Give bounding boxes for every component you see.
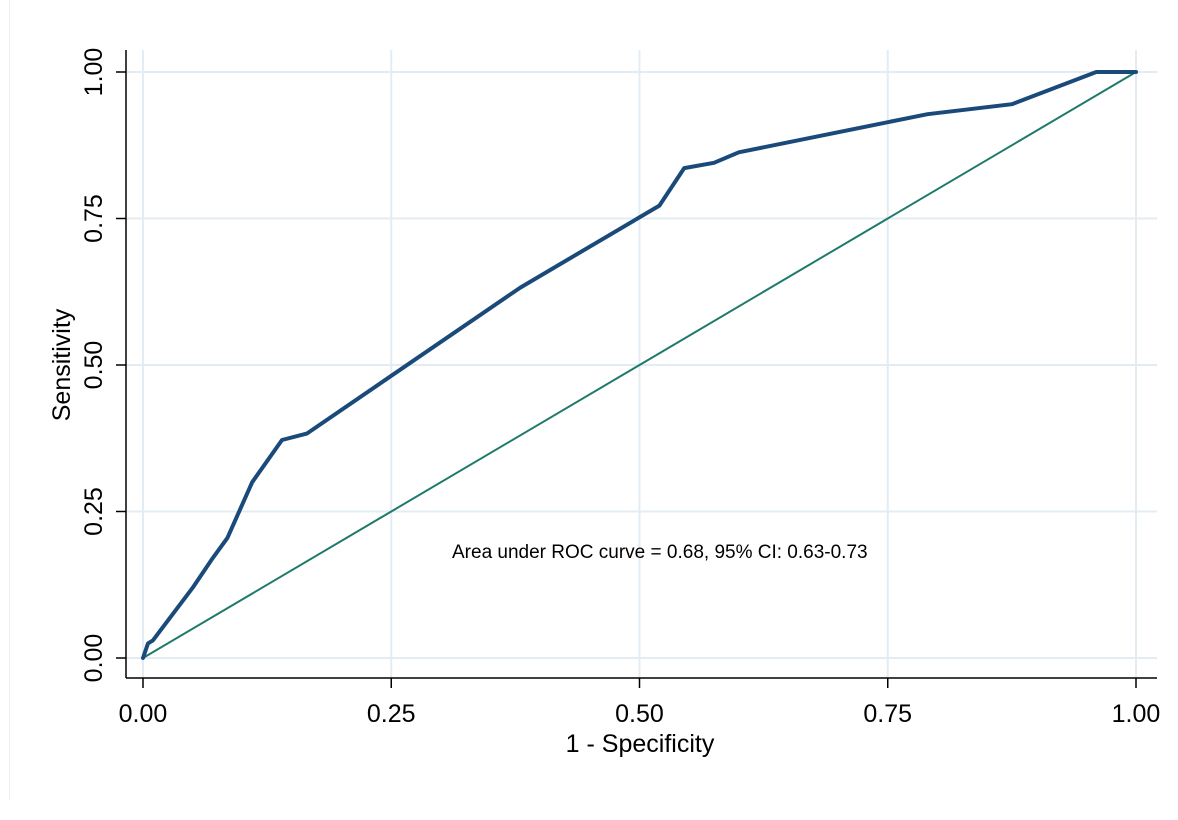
x-axis-title: 1 - Specificity (566, 730, 715, 758)
axes (125, 50, 1157, 679)
reference-line (142, 71, 1137, 659)
annotation-text: Area under ROC curve = 0.68, 95% CI: 0.6… (452, 542, 868, 563)
series-group (141, 70, 1138, 660)
x-axis-ticks: 0.00 0.25 0.50 0.75 1.00 (119, 678, 1161, 728)
figure-border (9, 0, 10, 800)
y-tick-label: 0.50 (80, 341, 108, 390)
y-axis-title: Sensitivity (48, 308, 76, 421)
x-tick-label: 0.00 (119, 700, 168, 728)
x-tick-label: 0.50 (615, 700, 664, 728)
x-tick-label: 0.25 (367, 700, 416, 728)
roc-curve (141, 70, 1138, 660)
y-tick-label: 0.25 (80, 487, 108, 536)
y-axis-ticks: 0.00 0.25 0.50 0.75 1.00 (80, 48, 126, 683)
x-tick-label: 0.75 (863, 700, 912, 728)
x-tick-label: 1.00 (1112, 700, 1161, 728)
gridlines (126, 50, 1157, 678)
y-tick-label: 0.75 (80, 194, 108, 243)
y-tick-label: 1.00 (80, 48, 108, 97)
y-tick-label: 0.00 (80, 634, 108, 683)
